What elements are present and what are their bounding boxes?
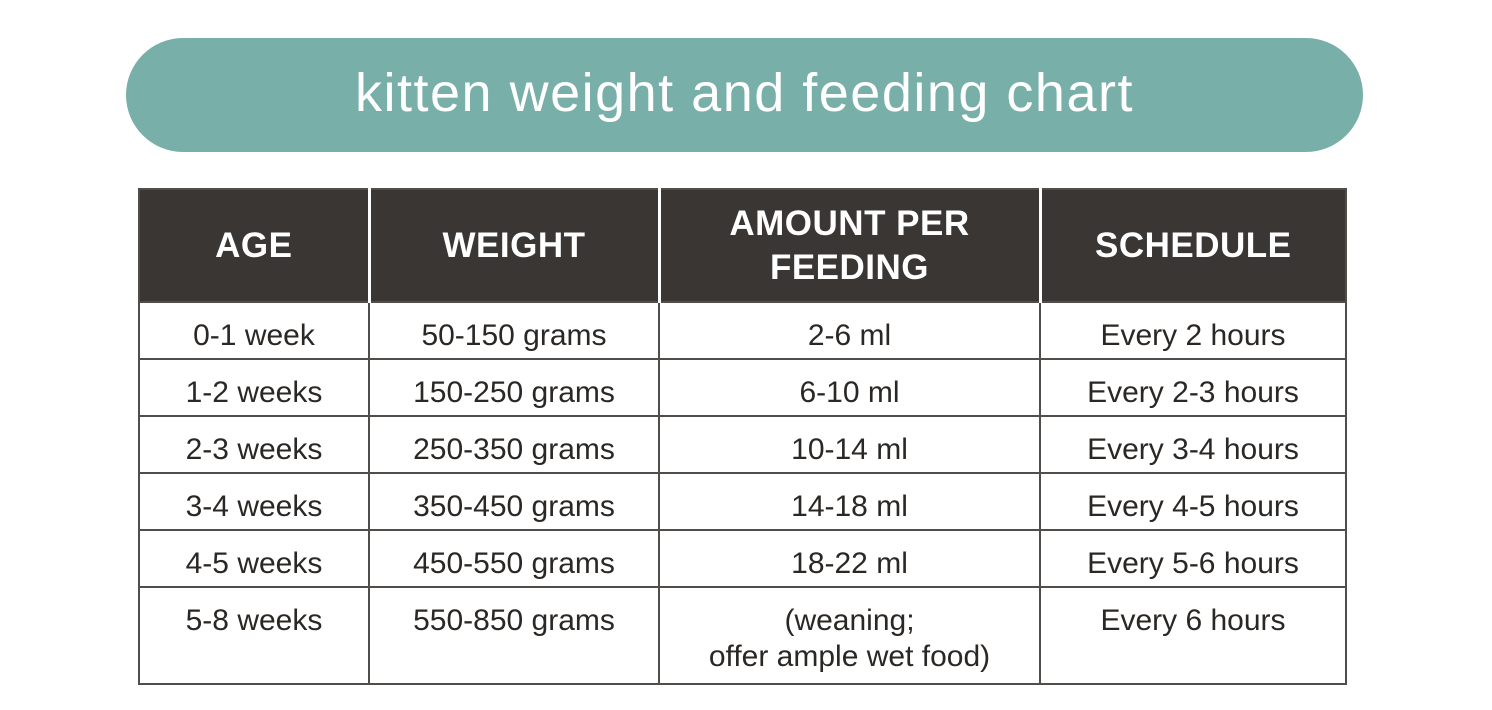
cell-amount: 18-22 ml <box>658 529 1041 588</box>
cell-amount: 2-6 ml <box>658 301 1041 360</box>
table-row: 2-3 weeks 250-350 grams 10-14 ml Every 3… <box>138 415 1347 474</box>
table-body: 0-1 week 50-150 grams 2-6 ml Every 2 hou… <box>138 301 1347 685</box>
cell-schedule: Every 2-3 hours <box>1039 358 1347 417</box>
column-header-weight: WEIGHT <box>367 189 659 302</box>
cell-weight: 150-250 grams <box>368 358 660 417</box>
cell-schedule: Every 2 hours <box>1039 301 1347 360</box>
cell-weight: 250-350 grams <box>368 415 660 474</box>
header-row: AGE WEIGHT AMOUNT PER FEEDING SCHEDULE <box>139 189 1346 302</box>
cell-age: 3-4 weeks <box>138 472 370 531</box>
title-banner: kitten weight and feeding chart <box>126 38 1363 152</box>
table-row: 1-2 weeks 150-250 grams 6-10 ml Every 2-… <box>138 358 1347 417</box>
cell-schedule: Every 4-5 hours <box>1039 472 1347 531</box>
cell-weight: 550-850 grams <box>368 586 660 685</box>
cell-weight: 50-150 grams <box>368 301 660 360</box>
page-title: kitten weight and feeding chart <box>355 63 1134 123</box>
cell-amount: 14-18 ml <box>658 472 1041 531</box>
cell-schedule: Every 3-4 hours <box>1039 415 1347 474</box>
cell-amount: (weaning; offer ample wet food) <box>658 586 1041 685</box>
cell-schedule: Every 5-6 hours <box>1039 529 1347 588</box>
table-header: AGE WEIGHT AMOUNT PER FEEDING SCHEDULE <box>139 189 1346 302</box>
column-header-amount-per-feeding: AMOUNT PER FEEDING <box>657 189 1040 302</box>
table-row: 0-1 week 50-150 grams 2-6 ml Every 2 hou… <box>138 301 1347 360</box>
cell-weight: 350-450 grams <box>368 472 660 531</box>
kitten-feeding-table: AGE WEIGHT AMOUNT PER FEEDING SCHEDULE 0… <box>138 188 1347 685</box>
cell-amount: 6-10 ml <box>658 358 1041 417</box>
cell-schedule: Every 6 hours <box>1039 586 1347 685</box>
column-header-schedule: SCHEDULE <box>1038 189 1346 302</box>
table-row: 5-8 weeks 550-850 grams (weaning; offer … <box>138 586 1347 685</box>
table-row: 3-4 weeks 350-450 grams 14-18 ml Every 4… <box>138 472 1347 531</box>
table-row: 4-5 weeks 450-550 grams 18-22 ml Every 5… <box>138 529 1347 588</box>
cell-age: 5-8 weeks <box>138 586 370 685</box>
column-header-age: AGE <box>139 189 369 302</box>
cell-age: 0-1 week <box>138 301 370 360</box>
cell-weight: 450-550 grams <box>368 529 660 588</box>
cell-age: 2-3 weeks <box>138 415 370 474</box>
cell-amount: 10-14 ml <box>658 415 1041 474</box>
cell-age: 1-2 weeks <box>138 358 370 417</box>
cell-age: 4-5 weeks <box>138 529 370 588</box>
